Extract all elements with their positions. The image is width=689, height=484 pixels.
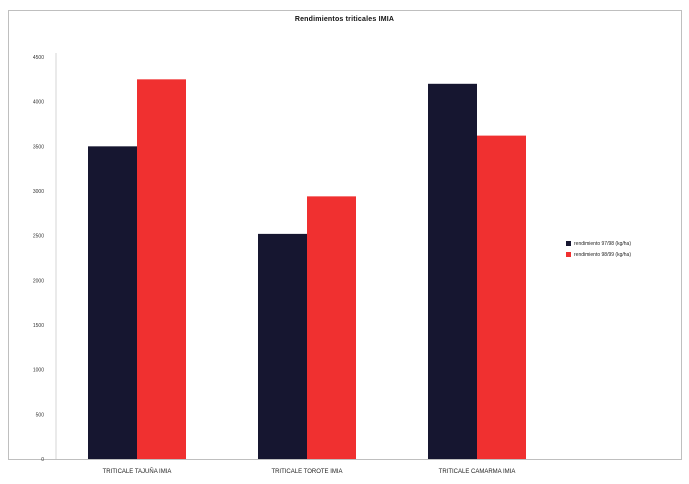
y-tick-label: 4500	[33, 55, 44, 61]
y-tick-label: 1000	[33, 368, 44, 374]
bar-series-2	[137, 79, 186, 459]
bar-series-1	[428, 83, 477, 460]
y-tick-label: 500	[36, 412, 45, 418]
bar-series-1	[88, 146, 137, 460]
x-tick-labels: TRITICALE TAJUÑA IMIA TRITICALE TOROTE IM…	[103, 468, 516, 475]
y-tick-label: 3500	[33, 144, 44, 150]
chart-title: Rendimientos triticales IMIA	[294, 16, 395, 23]
legend-swatch	[566, 252, 571, 257]
y-tick-label: 1500	[33, 323, 44, 329]
legend-item: rendimiento 98/99 (kg/ha)	[566, 249, 631, 260]
legend-label: rendimiento 98/99 (kg/ha)	[574, 251, 631, 258]
bar-series-2	[477, 135, 526, 459]
y-tick-label: 0	[41, 457, 44, 463]
chart-legend: rendimiento 97/98 (kg/ha) rendimiento 98…	[566, 238, 631, 260]
y-tick-label: 2000	[33, 278, 44, 284]
y-tick-labels: 0 500 1000 1500 2000 2500 3000 3500 4000 4500	[33, 55, 44, 463]
y-tick-label: 4000	[33, 100, 44, 106]
y-tick-label: 2500	[33, 234, 44, 240]
legend-label: rendimiento 97/98 (kg/ha)	[574, 240, 631, 247]
legend-item: rendimiento 97/98 (kg/ha)	[566, 238, 631, 249]
x-tick-label: TRITICALE TAJUÑA IMIA	[103, 468, 172, 475]
x-tick-label: TRITICALE CAMARMA IMIA	[439, 469, 516, 475]
chart-bars	[88, 79, 526, 460]
bar-series-1	[258, 233, 307, 459]
x-tick-label: TRITICALE TOROTE IMIA	[271, 469, 342, 475]
bar-series-2	[307, 196, 356, 460]
y-tick-label: 3000	[33, 189, 44, 195]
legend-swatch	[566, 241, 571, 246]
chart-border	[8, 10, 682, 460]
